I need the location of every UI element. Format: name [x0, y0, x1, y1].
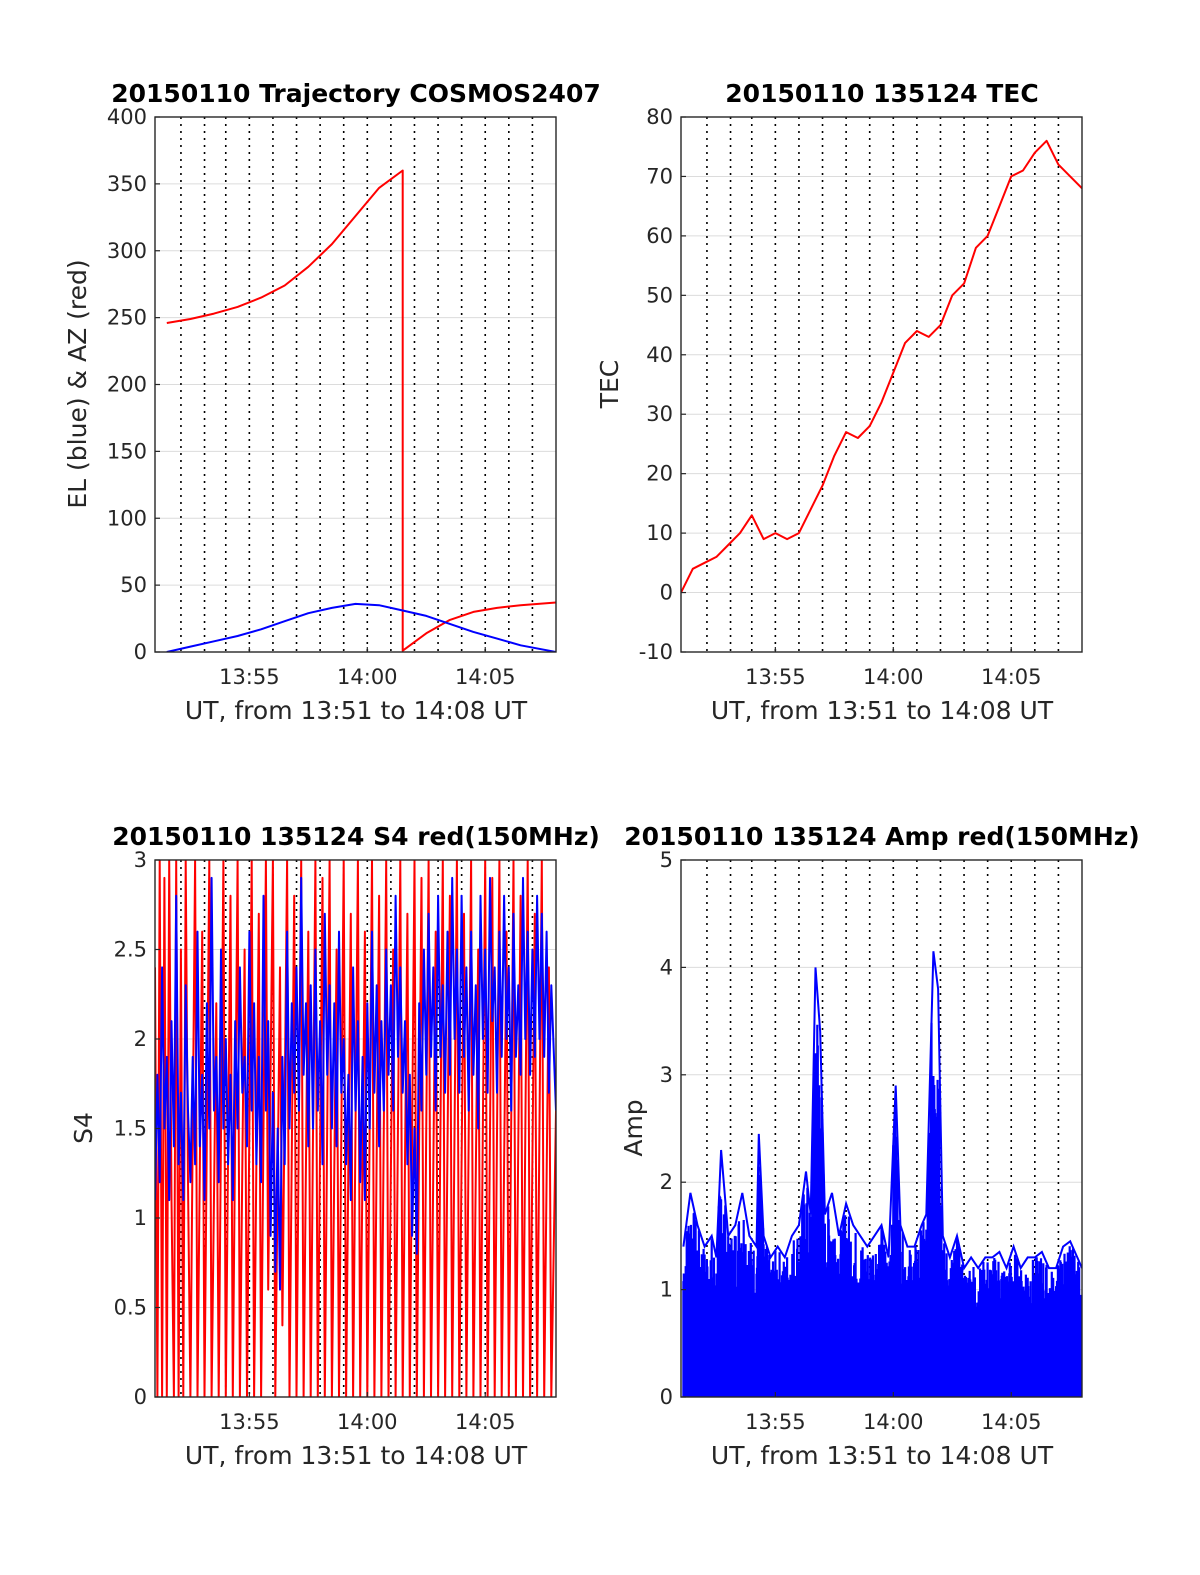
trajectory-xtick-label: 13:55: [219, 665, 280, 689]
s4-chart: 20150110 135124 S4 red(150MHz) UT, from …: [69, 822, 600, 1470]
tec-series-0: [681, 139, 1082, 594]
tec-ytick-label: 80: [646, 105, 673, 129]
tec-ytick-label: 60: [646, 224, 673, 248]
trajectory-ytick-label: 300: [107, 239, 147, 263]
s4-ytick-label: 2: [134, 1027, 147, 1051]
tec-ytick-label: -10: [639, 640, 673, 664]
tec-ylabel: TEC: [595, 360, 624, 410]
amp-title: 20150110 135124 Amp red(150MHz): [624, 822, 1140, 851]
s4-ytick-label: 2.5: [114, 938, 147, 962]
tec-axes-box: [680, 116, 1083, 653]
s4-ytick-label: 1.5: [114, 1117, 147, 1141]
amp-chart: 20150110 135124 Amp red(150MHz) UT, from…: [619, 822, 1140, 1470]
amp-xtick-label: 14:00: [863, 1410, 924, 1434]
s4-xtick-label: 14:05: [455, 1410, 516, 1434]
trajectory-ytick-label: 400: [107, 105, 147, 129]
tec-ytick-label: 20: [646, 462, 673, 486]
trajectory-ytick-label: 350: [107, 172, 147, 196]
tec-xtick-label: 13:55: [745, 665, 806, 689]
tec-ytick-label: 40: [646, 343, 673, 367]
trajectory-xlabel: UT, from 13:51 to 14:08 UT: [185, 696, 528, 725]
tec-chart: 20150110 135124 TEC UT, from 13:51 to 14…: [595, 79, 1083, 725]
amp-ytick-label: 4: [660, 955, 673, 979]
tec-xtick-label: 14:00: [863, 665, 924, 689]
tec-ytick-label: 0: [660, 581, 673, 605]
tec-ytick-label: 10: [646, 521, 673, 545]
amp-ytick-label: 0: [660, 1385, 673, 1409]
amp-xlabel: UT, from 13:51 to 14:08 UT: [711, 1441, 1054, 1470]
tec-ytick-label: 30: [646, 402, 673, 426]
s4-xtick-label: 13:55: [219, 1410, 280, 1434]
s4-ytick-label: 3: [134, 848, 147, 872]
s4-xtick-label: 14:00: [337, 1410, 398, 1434]
amp-xtick-label: 13:55: [745, 1410, 806, 1434]
trajectory-ytick-label: 50: [120, 573, 147, 597]
tec-xlabel: UT, from 13:51 to 14:08 UT: [711, 696, 1054, 725]
amp-series-0: [682, 1022, 1082, 1397]
s4-xlabel: UT, from 13:51 to 14:08 UT: [185, 1441, 528, 1470]
s4-series-1: [155, 876, 556, 1291]
amp-ytick-label: 1: [660, 1278, 673, 1302]
tec-ytick-label: 50: [646, 283, 673, 307]
trajectory-series-1: [166, 602, 556, 652]
trajectory-ytick-label: 250: [107, 306, 147, 330]
trajectory-xtick-label: 14:00: [337, 665, 398, 689]
tec-title: 20150110 135124 TEC: [725, 79, 1038, 108]
amp-series-0-peaks: [682, 951, 1082, 1271]
s4-title: 20150110 135124 S4 red(150MHz): [112, 822, 600, 851]
trajectory-xtick-label: 14:05: [455, 665, 516, 689]
trajectory-ytick-label: 150: [107, 439, 147, 463]
s4-ytick-label: 0.5: [114, 1296, 147, 1320]
amp-ytick-label: 3: [660, 1063, 673, 1087]
amp-ytick-label: 5: [660, 848, 673, 872]
tec-xtick-label: 14:05: [981, 665, 1042, 689]
trajectory-ytick-label: 200: [107, 373, 147, 397]
trajectory-ytick-label: 100: [107, 506, 147, 530]
trajectory-series-0: [166, 169, 556, 652]
amp-ytick-label: 2: [660, 1170, 673, 1194]
s4-ytick-label: 0: [134, 1385, 147, 1409]
trajectory-ytick-label: 0: [134, 640, 147, 664]
tec-ytick-label: 70: [646, 164, 673, 188]
trajectory-chart: 20150110 Trajectory COSMOS2407 UT, from …: [63, 79, 601, 725]
s4-ylabel: S4: [69, 1112, 98, 1144]
trajectory-title: 20150110 Trajectory COSMOS2407: [111, 79, 601, 108]
s4-ytick-label: 1: [134, 1206, 147, 1230]
trajectory-ylabel: EL (blue) & AZ (red): [63, 259, 92, 508]
amp-axes-box: [680, 859, 1083, 1398]
amp-xtick-label: 14:05: [981, 1410, 1042, 1434]
amp-ylabel: Amp: [619, 1099, 648, 1156]
